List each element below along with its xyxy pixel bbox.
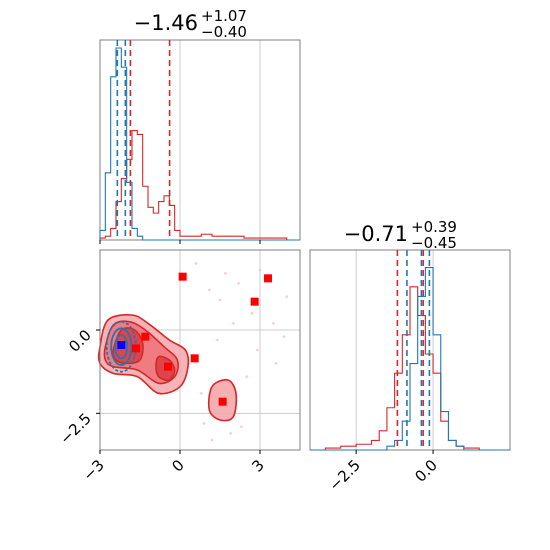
x-tick-label-p1-1: 0 — [168, 456, 187, 475]
joint-red-square-1 — [264, 274, 272, 283]
joint-sample-dot-11 — [240, 425, 243, 428]
p1-title-minus: −0.40 — [201, 23, 247, 41]
joint-frame — [99, 249, 301, 451]
joint-sample-dot-9 — [202, 422, 206, 425]
joint-sample-dot-15 — [245, 375, 248, 378]
joint-red-square-3 — [190, 354, 199, 363]
joint-sample-dot-18 — [224, 272, 227, 275]
joint-sample-dot-0 — [208, 288, 211, 292]
p1-hist-blue — [99, 47, 300, 241]
x-tick-label-p1-2: 3 — [248, 456, 267, 475]
joint-sample-dot-6 — [282, 335, 286, 338]
joint-red-square-2 — [250, 297, 259, 306]
p1-title-plus: +1.07 — [201, 7, 247, 25]
joint-sample-dot-1 — [218, 298, 222, 302]
p2-title-plus: +0.39 — [411, 218, 457, 236]
joint-red-square-6 — [218, 397, 227, 406]
joint-sample-dot-17 — [274, 362, 278, 365]
joint-blue-square-0 — [117, 341, 126, 349]
x-tick-label-p2-0: −2.5 — [325, 456, 363, 494]
joint-red-square-7 — [164, 362, 172, 371]
joint-sample-dot-4 — [272, 322, 275, 325]
joint-sample-dot-2 — [237, 282, 240, 285]
joint-sample-dot-3 — [250, 312, 254, 315]
p1-title: −1.46 +1.07 −0.40 — [134, 7, 247, 41]
p2-histogram-panel — [309, 249, 511, 454]
p2-title-minus: −0.45 — [411, 234, 457, 252]
joint-sample-dot-13 — [258, 268, 262, 272]
joint-blue-contour-1 — [110, 327, 133, 366]
p1-title-value: −1.46 — [134, 11, 198, 35]
p2-title-value: −0.71 — [344, 222, 408, 246]
p2-title: −0.71 +0.39 −0.45 — [344, 218, 457, 252]
joint-sample-dot-7 — [256, 348, 259, 352]
joint-sample-dot-19 — [232, 322, 235, 325]
x-tick-label-p1-0: −3 — [79, 456, 107, 484]
joint-red-square-0 — [178, 272, 187, 281]
joint-sample-dot-16 — [200, 392, 203, 395]
x-tick-label-p2-1: 0.0 — [411, 456, 441, 486]
joint-red-square-5 — [132, 344, 140, 353]
joint-sample-dot-8 — [216, 338, 219, 342]
joint-blue-contour-2 — [114, 334, 129, 360]
joint-sample-dot-14 — [194, 262, 198, 265]
joint-sample-dot-5 — [285, 295, 288, 298]
joint-sample-dot-12 — [210, 438, 214, 442]
joint-red-square-4 — [141, 332, 150, 341]
p2-frame — [309, 249, 511, 451]
p1-hist-red — [99, 130, 300, 241]
joint-sample-dot-10 — [229, 432, 232, 435]
p1-histogram-panel — [99, 39, 301, 244]
y-tick-label-p2-1: 0.0 — [65, 326, 95, 356]
joint-panel — [96, 249, 301, 454]
p2-hist-blue — [310, 267, 510, 451]
y-tick-label-p2-0: −2.5 — [56, 409, 94, 447]
